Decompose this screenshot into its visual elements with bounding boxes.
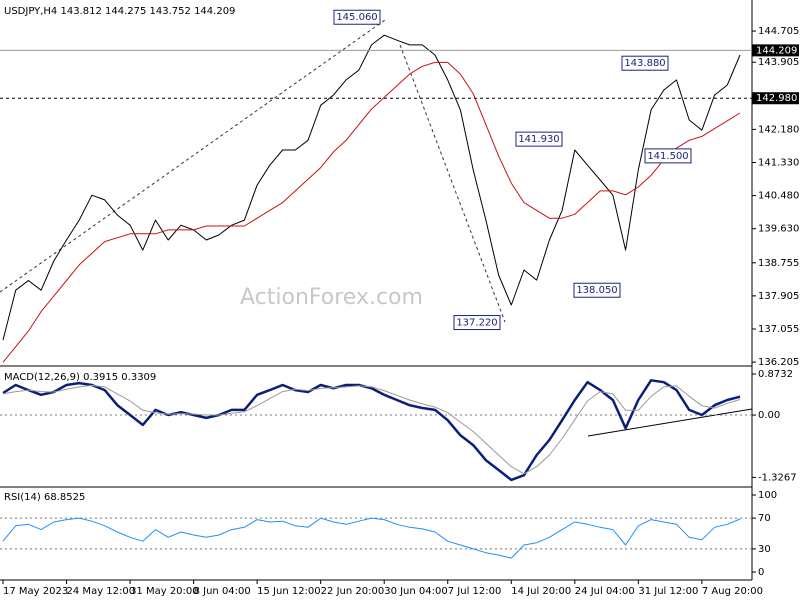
price-tag [752, 92, 799, 105]
trend-line [399, 44, 506, 323]
x-tick-label: 15 Jun 12:00 [257, 586, 321, 597]
price-annotation-box [621, 55, 669, 71]
price-annotation: 137.220 [456, 318, 497, 329]
price-tag-label: 142.980 [756, 93, 797, 104]
price-annotation-box [515, 131, 563, 147]
x-tick-label: 24 May 12:00 [67, 586, 136, 597]
price-annotation: 141.930 [518, 134, 559, 145]
y-tick-label: 138.755 [758, 258, 799, 269]
price-tag-label: 144.209 [756, 45, 797, 56]
y-tick-label: 142.180 [758, 124, 799, 135]
panel-title: RSI(14) 68.8525 [4, 492, 85, 503]
x-tick-label: 30 Jun 04:00 [384, 586, 448, 597]
series-line [2, 34, 741, 341]
y-tick-label: 144.705 [758, 26, 799, 37]
x-tick-label: 31 May 20:00 [130, 586, 199, 597]
x-tick-label: 7 Jul 12:00 [448, 586, 502, 597]
y-tick-label: -1.3267 [758, 472, 797, 483]
trend-line [587, 408, 753, 437]
x-tick-label: 17 May 2023 [3, 586, 68, 597]
price-annotation: 143.880 [624, 58, 665, 69]
y-tick-label: 30 [758, 544, 771, 555]
price-annotation: 141.500 [647, 151, 688, 162]
y-tick-label: 0 [758, 567, 764, 578]
x-tick-label: 7 Aug 20:00 [702, 586, 763, 597]
watermark: ActionForex.com [240, 285, 423, 310]
y-tick-label: 137.055 [758, 324, 799, 335]
price-annotation-box [333, 9, 381, 25]
y-tick-label: 136.205 [758, 357, 799, 368]
series-line [2, 384, 741, 475]
y-tick-label: 143.905 [758, 57, 799, 68]
y-tick-label: 140.480 [758, 191, 799, 202]
y-tick-label: 141.330 [758, 157, 799, 168]
x-tick-label: 31 Jul 12:00 [638, 586, 698, 597]
y-tick-label: 137.905 [758, 291, 799, 302]
x-tick-label: 14 Jul 20:00 [511, 586, 571, 597]
price-annotation: 145.060 [336, 12, 377, 23]
x-tick-label: 24 Jul 04:00 [575, 586, 635, 597]
panel-title: USDJPY,H4 143.812 144.275 143.752 144.20… [4, 6, 235, 17]
y-tick-label: 0.8732 [758, 369, 793, 380]
series-line [2, 61, 741, 363]
x-tick-label: 8 Jun 04:00 [194, 586, 251, 597]
y-tick-label: 0.00 [758, 410, 780, 421]
x-tick-label: 22 Jun 20:00 [321, 586, 385, 597]
price-annotation-box [453, 315, 501, 331]
y-tick-label: 139.630 [758, 224, 799, 235]
series-line [2, 379, 741, 482]
price-annotation-box [644, 148, 692, 164]
y-tick-label: 100 [758, 490, 777, 501]
price-annotation-box [573, 282, 621, 298]
panel-title: MACD(12,26,9) 0.3915 0.3309 [4, 372, 156, 383]
price-annotation: 138.050 [576, 285, 617, 296]
y-tick-label: 70 [758, 513, 771, 524]
series-line [2, 517, 741, 559]
trend-line [0, 19, 386, 293]
price-tag [752, 44, 799, 57]
